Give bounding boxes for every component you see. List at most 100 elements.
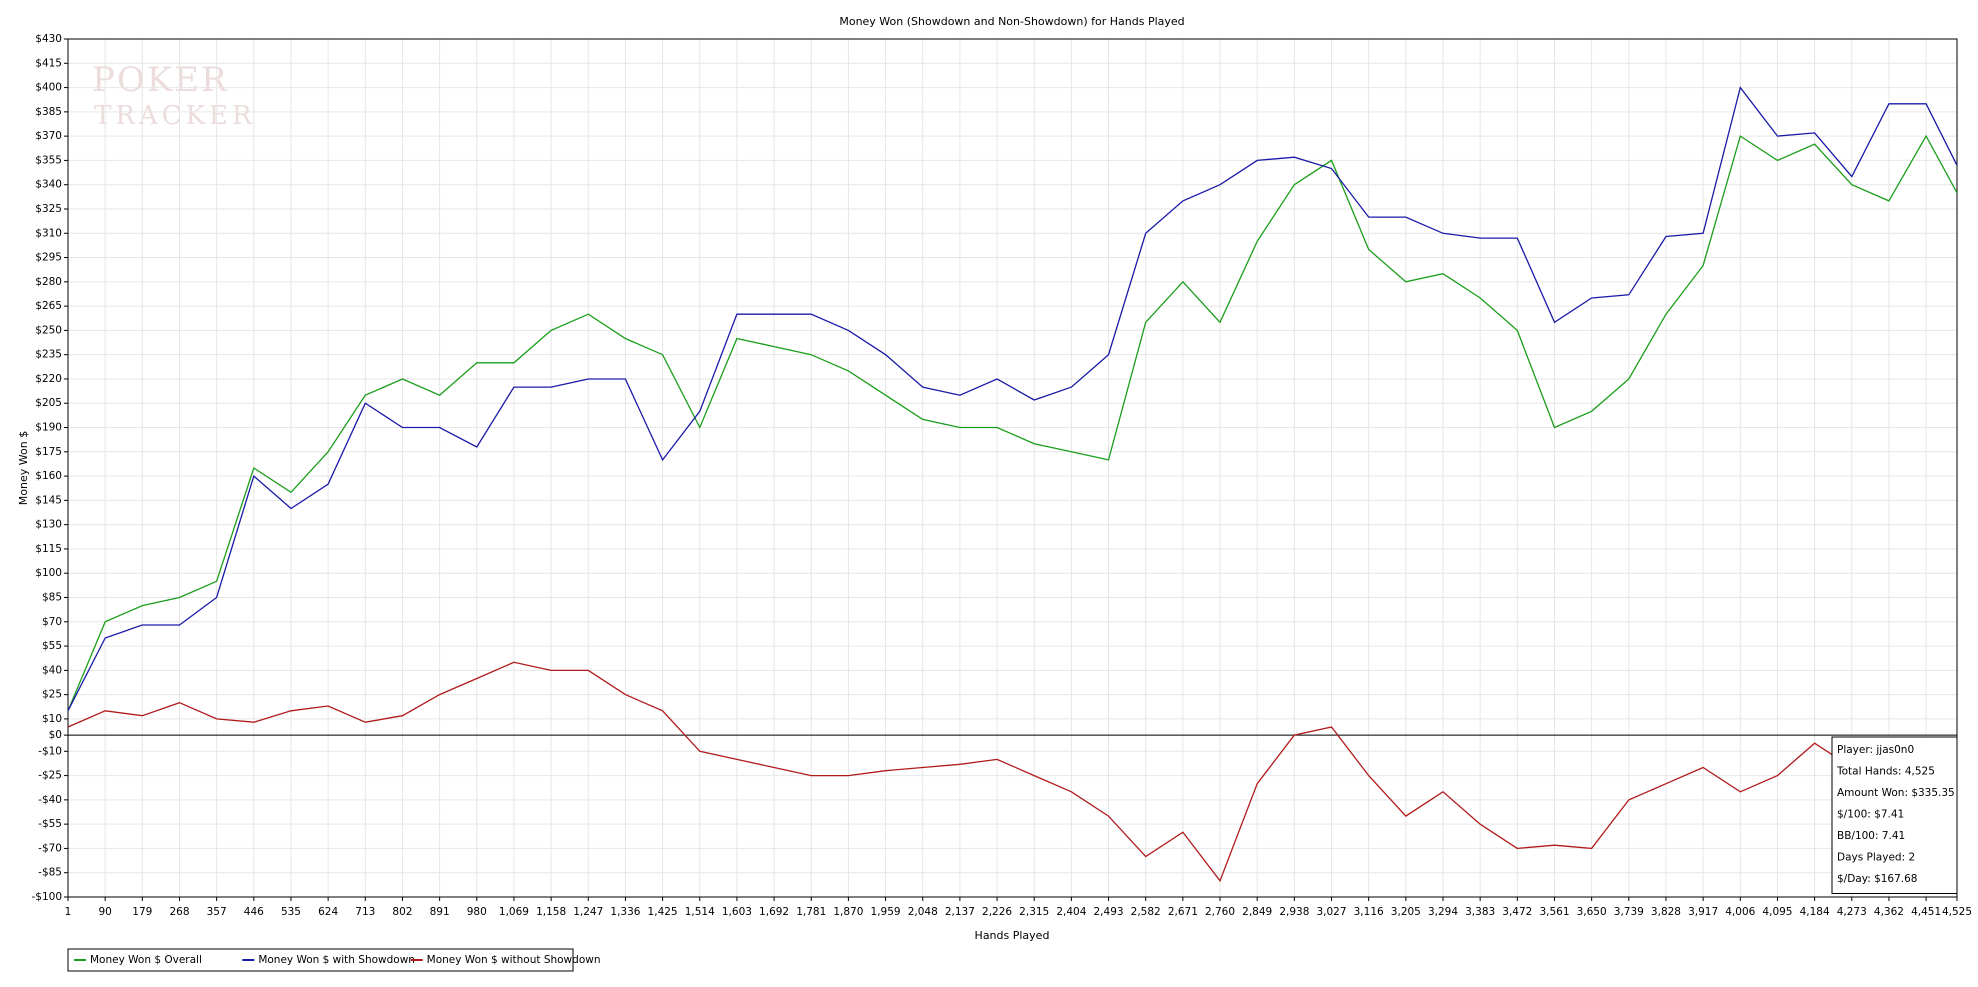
x-tick-label: 4,095 — [1762, 906, 1792, 918]
x-tick-label: 1,514 — [685, 906, 715, 918]
x-tick-label: 624 — [318, 906, 338, 918]
y-tick-label: $295 — [35, 252, 62, 264]
x-tick-label: 3,561 — [1539, 906, 1569, 918]
x-tick-label: 802 — [392, 906, 412, 918]
x-tick-label: 2,582 — [1131, 906, 1161, 918]
x-tick-label: 1,158 — [536, 906, 566, 918]
info-box — [1831, 736, 1958, 894]
x-tick-label: 357 — [207, 906, 227, 918]
x-tick-label: 3,739 — [1614, 906, 1644, 918]
x-tick-label: 713 — [355, 906, 375, 918]
y-tick-label: -$25 — [38, 770, 62, 782]
x-tick-label: 3,383 — [1465, 906, 1495, 918]
y-tick-label: $0 — [49, 729, 62, 741]
y-tick-label: $235 — [35, 349, 62, 361]
x-tick-label: 1,336 — [610, 906, 640, 918]
y-tick-label: $115 — [35, 543, 62, 555]
x-tick-label: 2,671 — [1168, 906, 1198, 918]
series-line — [67, 86, 1958, 712]
y-tick-label: $310 — [35, 227, 62, 239]
x-tick-label: 1,425 — [648, 906, 678, 918]
x-tick-label: 2,760 — [1205, 906, 1235, 918]
x-tick-label: 179 — [132, 906, 152, 918]
y-tick-label: $205 — [35, 397, 62, 409]
x-tick-label: 3,917 — [1688, 906, 1718, 918]
y-tick-label: $190 — [35, 422, 62, 434]
chart-title: Money Won (Showdown and Non-Showdown) fo… — [839, 15, 1184, 28]
y-tick-label: $325 — [35, 203, 62, 215]
x-tick-label: 1,603 — [722, 906, 752, 918]
x-tick-label: 90 — [98, 906, 111, 918]
legend-box — [67, 948, 574, 972]
x-tick-label: 4,184 — [1800, 906, 1830, 918]
y-tick-label: $385 — [35, 106, 62, 118]
x-tick-label: 3,027 — [1316, 906, 1346, 918]
series-line — [67, 134, 1958, 712]
y-tick-label: $430 — [35, 33, 62, 45]
x-tick-label: 2,493 — [1094, 906, 1124, 918]
x-tick-label: 1,069 — [499, 906, 529, 918]
x-tick-label: 1,247 — [573, 906, 603, 918]
x-tick-label: 4,362 — [1874, 906, 1904, 918]
info-text: Amount Won: $335.35 — [1837, 787, 1955, 799]
info-text: Player: jjas0n0 — [1837, 744, 1914, 756]
legend-label: Money Won $ without Showdown — [427, 954, 601, 966]
y-tick-label: $70 — [42, 616, 62, 628]
x-tick-label: 2,938 — [1279, 906, 1309, 918]
x-tick-label: 3,472 — [1502, 906, 1532, 918]
y-tick-label: $145 — [35, 494, 62, 506]
y-tick-label: $265 — [35, 300, 62, 312]
x-tick-label: 2,315 — [1019, 906, 1049, 918]
x-tick-label: 4,006 — [1725, 906, 1755, 918]
y-tick-label: -$40 — [38, 794, 62, 806]
x-tick-label: 1,959 — [871, 906, 901, 918]
y-tick-label: $250 — [35, 324, 62, 336]
x-tick-label: 4,451 — [1911, 906, 1941, 918]
y-tick-label: $175 — [35, 446, 62, 458]
info-text: BB/100: 7.41 — [1837, 830, 1905, 842]
y-tick-label: $340 — [35, 179, 62, 191]
y-tick-label: -$70 — [38, 842, 62, 854]
y-tick-label: -$10 — [38, 745, 62, 757]
info-text: Days Played: 2 — [1837, 852, 1915, 864]
x-tick-label: 2,048 — [908, 906, 938, 918]
x-tick-label: 2,226 — [982, 906, 1012, 918]
info-text: $/Day: $167.68 — [1837, 873, 1917, 885]
x-tick-label: 1 — [65, 906, 72, 918]
y-tick-label: $130 — [35, 519, 62, 531]
x-tick-label: 3,294 — [1428, 906, 1458, 918]
y-tick-label: -$85 — [38, 867, 62, 879]
y-tick-label: $40 — [42, 664, 62, 676]
x-tick-label: 3,116 — [1354, 906, 1384, 918]
y-tick-label: $160 — [35, 470, 62, 482]
x-tick-label: 3,650 — [1577, 906, 1607, 918]
x-tick-label: 3,205 — [1391, 906, 1421, 918]
x-tick-label: 535 — [281, 906, 301, 918]
y-tick-label: $415 — [35, 57, 62, 69]
series-line — [67, 661, 1957, 883]
legend-label: Money Won $ with Showdown — [258, 954, 415, 966]
x-axis-label: Hands Played — [975, 929, 1050, 942]
y-tick-label: -$55 — [38, 818, 62, 830]
x-tick-label: 2,137 — [945, 906, 975, 918]
y-axis-label: Money Won $ — [17, 431, 30, 505]
y-tick-label: $280 — [35, 276, 62, 288]
y-tick-label: $220 — [35, 373, 62, 385]
y-tick-label: $55 — [42, 640, 62, 652]
x-tick-label: 1,781 — [796, 906, 826, 918]
legend-label: Money Won $ Overall — [90, 954, 202, 966]
x-tick-label: 3,828 — [1651, 906, 1681, 918]
y-tick-label: $85 — [42, 592, 62, 604]
x-tick-label: 2,404 — [1056, 906, 1086, 918]
y-tick-label: $25 — [42, 689, 62, 701]
x-tick-label: 2,849 — [1242, 906, 1272, 918]
y-tick-label: $400 — [35, 82, 62, 94]
plot-frame — [67, 38, 1958, 898]
y-tick-label: -$100 — [31, 891, 62, 903]
x-tick-label: 268 — [169, 906, 189, 918]
x-tick-label: 4,273 — [1837, 906, 1867, 918]
info-text: Total Hands: 4,525 — [1836, 766, 1935, 778]
y-tick-label: $355 — [35, 154, 62, 166]
y-tick-label: $370 — [35, 130, 62, 142]
